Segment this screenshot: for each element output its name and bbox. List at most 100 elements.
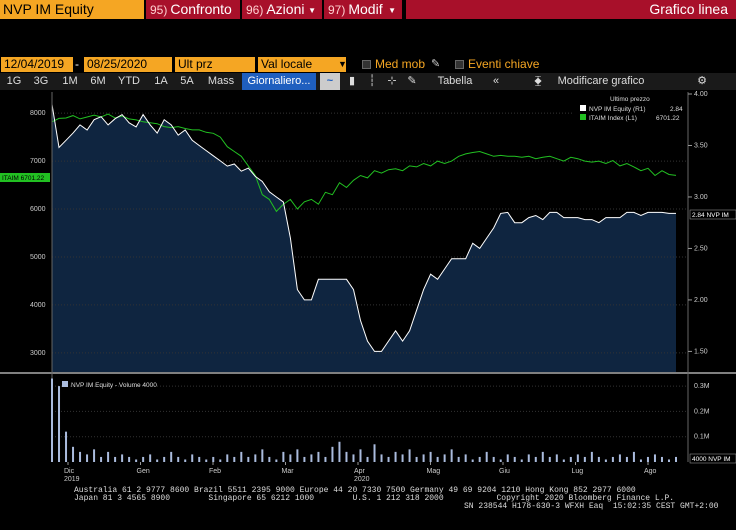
volume-bar xyxy=(639,459,642,462)
footer-line-1: Australia 61 2 9777 8600 Brazil 5511 239… xyxy=(74,486,636,495)
volume-bar xyxy=(436,456,439,462)
volume-bar xyxy=(261,449,264,462)
left-tick-7000: 7000 xyxy=(30,158,46,165)
legend-swatch-nvp xyxy=(580,105,586,111)
period-1m[interactable]: 1M xyxy=(62,75,78,87)
period-mass[interactable]: Mass xyxy=(207,75,235,87)
volume-bar xyxy=(675,456,677,462)
period-1g[interactable]: 1G xyxy=(6,75,22,87)
confronto-label: Confronto xyxy=(170,1,232,17)
legend-label-nvp: NVP IM Equity (R1) xyxy=(589,106,646,113)
left-tick-8000: 8000 xyxy=(30,110,46,117)
itaim-badge-text: ITAIM 6701.22 xyxy=(2,175,45,182)
volume-bar xyxy=(632,451,635,462)
volume-bar xyxy=(233,456,236,462)
period-1a[interactable]: 1A xyxy=(154,75,168,87)
month-label-giu: Giu xyxy=(499,468,510,475)
volume-bar xyxy=(380,454,383,462)
volume-bar xyxy=(464,454,467,462)
volume-bar xyxy=(562,459,565,462)
table-button[interactable]: Tabella xyxy=(437,75,473,87)
chart-edit-icon: ⧱ xyxy=(534,75,542,87)
modif-label: Modif xyxy=(348,1,383,17)
volume-bar xyxy=(667,459,670,462)
volume-bar xyxy=(338,441,341,462)
date-separator: - xyxy=(75,57,79,71)
volume-bar xyxy=(394,451,397,462)
left-tick-3000: 3000 xyxy=(30,350,46,357)
volume-bar xyxy=(107,451,110,462)
bar-chart-icon[interactable]: ▮ xyxy=(348,75,356,87)
legend-value-nvp: 2.84 xyxy=(670,106,683,113)
gridlines xyxy=(52,112,688,354)
volume-bar xyxy=(303,456,306,462)
volume-bar xyxy=(310,454,313,462)
period-3g[interactable]: 3G xyxy=(33,75,49,87)
start-date-field[interactable]: 12/04/2019 xyxy=(1,57,73,72)
volume-bar xyxy=(457,456,460,462)
volume-bar xyxy=(72,446,75,462)
itaim-series-line xyxy=(51,113,677,213)
azioni-num: 96) xyxy=(246,3,264,17)
frequency-select[interactable]: Giornaliero... xyxy=(242,73,316,90)
key-events-label: Eventi chiave xyxy=(468,57,540,71)
legend-heading: Ultimo prezzo xyxy=(610,96,650,103)
ticker-field[interactable]: NVP IM Equity xyxy=(0,0,144,19)
modif-num: 97) xyxy=(328,3,346,17)
volume-bar xyxy=(205,459,208,462)
volume-bar xyxy=(79,451,82,462)
period-ytd[interactable]: YTD xyxy=(118,75,140,87)
azioni-button[interactable]: 96) Azioni ▼ xyxy=(242,0,322,19)
itaim-badge xyxy=(0,173,50,182)
right-tick-2.50: 2.50 xyxy=(694,245,708,252)
period-6m[interactable]: 6M xyxy=(90,75,106,87)
settings-gear-icon[interactable]: ⚙ xyxy=(697,75,707,87)
volume-bar xyxy=(408,449,411,462)
volume-legend-swatch xyxy=(62,381,68,387)
crosshair-icon[interactable]: ⊹ xyxy=(387,75,397,87)
year-label-2019: 2019 xyxy=(64,476,80,483)
confronto-button[interactable]: 95) Confronto xyxy=(146,0,240,19)
pencil-icon[interactable]: ✎ xyxy=(431,58,441,70)
volume-bar xyxy=(527,454,530,462)
end-date-field[interactable]: 08/25/2020 xyxy=(84,57,172,72)
volume-bar xyxy=(198,456,201,462)
legend-value-itaim: 6701.22 xyxy=(656,115,680,122)
left-tick-5000: 5000 xyxy=(30,254,46,261)
toolbar xyxy=(0,73,736,90)
price-field-select[interactable]: Ult prz xyxy=(175,57,255,72)
collapse-icon[interactable]: « xyxy=(492,75,500,87)
volume-bar xyxy=(429,451,432,462)
right-tick-3.00: 3.00 xyxy=(694,194,708,201)
volume-bar xyxy=(219,459,222,462)
volume-bar xyxy=(226,454,229,462)
main-panel xyxy=(51,92,688,373)
volume-bar xyxy=(422,454,425,462)
modif-button[interactable]: 97) Modif ▼ xyxy=(324,0,402,19)
confronto-num: 95) xyxy=(150,3,168,17)
volume-bar xyxy=(240,451,243,462)
volume-bar xyxy=(331,446,334,462)
volume-tick-0.2M: 0.2M xyxy=(694,408,710,415)
volume-bar xyxy=(93,449,96,462)
period-5a[interactable]: 5A xyxy=(180,75,194,87)
annotate-icon[interactable]: ✎ xyxy=(407,75,417,87)
candle-chart-icon[interactable]: ┆ xyxy=(368,75,376,87)
volume-bar xyxy=(597,456,600,462)
volume-bar xyxy=(128,456,131,462)
legend-swatch-itaim xyxy=(580,114,586,120)
price-volume-chart[interactable]: 8000 7000 6000 5000 4000 3000 4.00 3.50 3.00 2.5… xyxy=(0,90,736,475)
key-events-checkbox[interactable] xyxy=(455,60,464,69)
volume-bar xyxy=(282,451,285,462)
currency-select[interactable]: Val locale xyxy=(258,57,346,72)
volume-bar xyxy=(499,459,502,462)
volume-bar xyxy=(149,454,152,462)
month-label-lug: Lug xyxy=(572,468,584,475)
volume-bar xyxy=(324,456,327,462)
line-chart-icon[interactable]: ~ xyxy=(320,73,340,90)
moving-avg-checkbox[interactable] xyxy=(362,60,371,69)
month-label-feb: Feb xyxy=(209,468,221,475)
legend-label-itaim: ITAIM Index (L1) xyxy=(589,115,637,122)
edit-chart-button[interactable]: Modificare grafico xyxy=(557,75,645,87)
volume-bar xyxy=(492,456,495,462)
